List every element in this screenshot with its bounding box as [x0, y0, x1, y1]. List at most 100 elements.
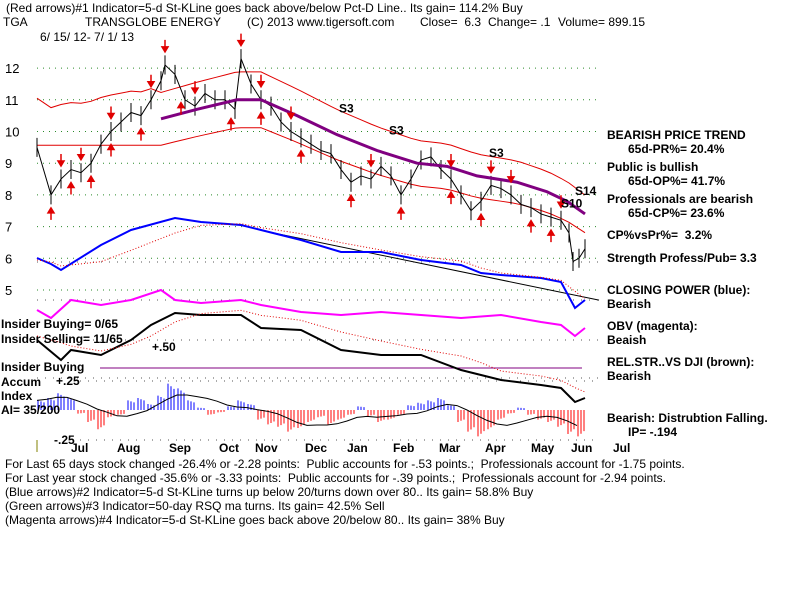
red-down-arrow-icon	[146, 74, 156, 89]
copyright: (C) 2013 www.tigersoft.com	[247, 15, 395, 29]
price-tick-label: 11	[5, 93, 19, 108]
red-up-arrow-icon	[256, 111, 266, 125]
red-up-arrow-icon	[346, 193, 356, 208]
relative-strength-line	[36, 311, 586, 404]
red-up-arrow-icon	[176, 101, 186, 115]
footer-line-1: For Last 65 days stock changed -26.4% or…	[5, 457, 685, 471]
red-down-arrow-icon	[190, 81, 200, 95]
price-tick-label: 10	[5, 125, 19, 140]
price-tick-label: 12	[5, 61, 19, 76]
price-tick-label: 6	[5, 251, 12, 266]
red-up-arrow-icon	[546, 228, 556, 243]
ai-plus-50: +.50	[152, 340, 176, 354]
red-down-arrow-icon	[160, 39, 170, 54]
footer-line-5: (Magenta arrows)#4 Indicator=5-d St-KLin…	[5, 513, 505, 527]
professionals-label: Professionals are bearish	[607, 192, 754, 206]
month-label: Dec	[305, 441, 327, 455]
red-down-arrow-icon	[56, 154, 66, 168]
indicator-1-title: (Red arrows)#1 Indicator=5-d St-KLine go…	[6, 1, 523, 15]
month-label: Mar	[439, 441, 461, 455]
signal-label: S10	[561, 197, 583, 211]
signal-label: S14	[575, 184, 597, 198]
red-down-arrow-icon	[286, 106, 296, 120]
distribution-label: Bearish: Distrubtion Falling.	[607, 411, 768, 425]
public-label: Public is bullish	[607, 160, 699, 174]
red-up-arrow-icon	[296, 149, 306, 163]
red-down-arrow-icon	[366, 154, 376, 168]
insider-buying-count: Insider Buying= 0/65	[1, 317, 119, 331]
strength-value: Strength Profess/Pub= 3.3	[607, 251, 757, 265]
red-down-arrow-icon	[506, 169, 516, 184]
ticker: TGA	[3, 15, 28, 29]
price-tick-label: 5	[5, 283, 12, 298]
signal-label: S3	[489, 146, 504, 160]
obv-label: OBV (magenta):	[607, 319, 698, 333]
month-label: Jan	[347, 441, 368, 455]
obv-line	[36, 288, 586, 338]
trendline	[268, 231, 600, 301]
red-up-arrow-icon	[136, 127, 146, 141]
closing-power-line	[36, 216, 586, 310]
close-value: Close= 6.3	[420, 15, 482, 29]
signal-label: S3	[339, 101, 354, 115]
pr-value: 65d-PR%= 20.4%	[628, 142, 725, 156]
footer-line-3: (Blue arrows)#2 Indicator=5-d St-KLine t…	[5, 485, 534, 499]
volume-value: Volume= 899.15	[558, 15, 646, 29]
relstr-status: Bearish	[607, 369, 652, 383]
signal-label: S3	[389, 124, 404, 138]
moving-average-line	[160, 98, 586, 216]
red-down-arrow-icon	[486, 160, 496, 174]
insider-selling-count: Insider Selling= 11/65	[1, 332, 123, 346]
red-up-arrow-icon	[226, 117, 236, 131]
op-value: 65d-OP%= 41.7%	[628, 174, 726, 188]
cp-value: 65d-CP%= 23.6%	[628, 206, 725, 220]
red-down-arrow-icon	[236, 33, 246, 48]
month-label: May	[531, 441, 555, 455]
insider-buying-label: Insider Buying	[1, 360, 85, 374]
trend-label: BEARISH PRICE TREND	[607, 128, 746, 142]
ai-plus-25: +.25	[56, 374, 80, 388]
month-label: Sep	[169, 441, 191, 455]
red-down-arrow-icon	[76, 147, 86, 162]
cpvspr-value: CP%vsPr%= 3.2%	[607, 228, 713, 242]
red-up-arrow-icon	[446, 190, 456, 205]
ai-minus-25: -.25	[54, 433, 75, 447]
price-line	[36, 58, 586, 263]
index-label: Index	[1, 389, 33, 403]
footer-line-2: For Last year stock changed -35.6% or -3…	[5, 471, 667, 485]
date-range: 6/ 15/ 12- 7/ 1/ 13	[40, 30, 135, 44]
closing-power-status: Bearish	[607, 297, 652, 311]
price-tick-label: 9	[5, 156, 12, 171]
month-label: Oct	[219, 441, 239, 455]
month-label: Jul	[71, 441, 88, 455]
price-tick-label: 7	[5, 220, 12, 235]
company-name: TRANSGLOBE ENERGY	[85, 15, 222, 29]
red-up-arrow-icon	[46, 206, 56, 220]
red-up-arrow-icon	[86, 174, 96, 189]
change-value: Change= .1	[488, 15, 551, 29]
ai-score: AI= 35/200	[1, 403, 61, 417]
upper-band	[36, 71, 586, 196]
red-up-arrow-icon	[476, 212, 486, 227]
month-label: Aug	[117, 441, 140, 455]
relstr-label: REL.STR..VS DJI (brown):	[607, 355, 755, 369]
red-down-arrow-icon	[106, 106, 116, 120]
red-up-arrow-icon	[396, 206, 406, 220]
month-label: Feb	[393, 441, 414, 455]
month-label: Jul	[613, 441, 630, 455]
red-down-arrow-icon	[556, 195, 566, 209]
month-label: Nov	[255, 441, 278, 455]
red-up-arrow-icon	[66, 181, 76, 195]
red-down-arrow-icon	[256, 74, 266, 89]
lower-band	[37, 127, 586, 234]
month-label: Apr	[485, 441, 506, 455]
closing-power-label: CLOSING POWER (blue):	[607, 283, 751, 297]
accum-index-ma	[36, 394, 578, 427]
red-up-arrow-icon	[526, 219, 536, 233]
red-up-arrow-icon	[106, 143, 116, 157]
footer-line-4: (Green arrows)#3 Indicator=50-day RSQ ma…	[5, 499, 385, 513]
month-label: Jun	[571, 441, 592, 455]
price-tick-label: 8	[5, 188, 12, 203]
